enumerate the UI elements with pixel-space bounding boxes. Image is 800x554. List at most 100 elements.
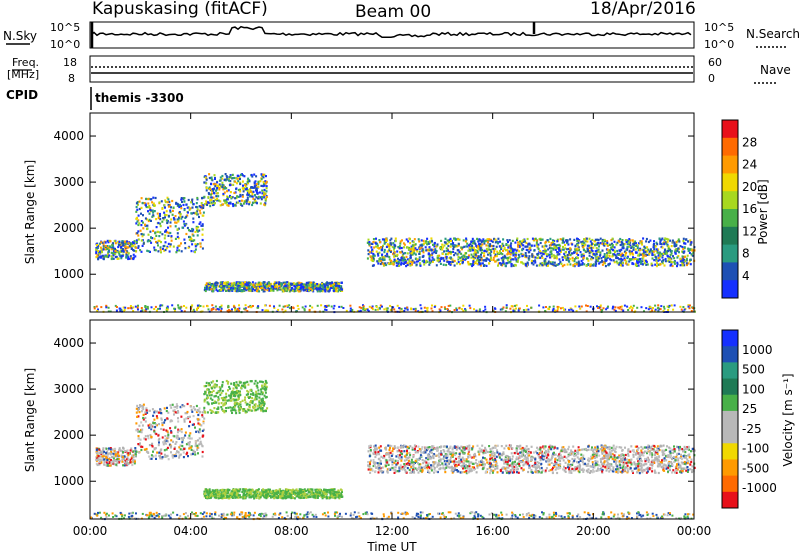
range-cell [645, 240, 648, 243]
range-cell [494, 241, 497, 244]
range-cell [378, 239, 381, 242]
range-cell [309, 287, 312, 290]
range-cell [163, 204, 166, 207]
range-cell [159, 225, 162, 228]
range-cell [626, 247, 629, 250]
range-cell [551, 263, 554, 266]
range-cell [388, 244, 391, 247]
range-cell [607, 251, 610, 254]
range-cell [553, 244, 556, 247]
range-cell [252, 190, 255, 193]
range-cell [409, 263, 412, 266]
range-cell [135, 222, 138, 225]
range-cell [323, 285, 326, 288]
range-cell [224, 199, 227, 202]
range-cell [554, 248, 557, 251]
range-cell [451, 242, 454, 245]
range-cell [479, 264, 482, 267]
range-cell [195, 445, 198, 448]
range-cell [571, 252, 574, 255]
range-cell [156, 230, 159, 233]
range-cell [364, 309, 366, 311]
range-cell [499, 308, 502, 311]
range-cell [102, 447, 105, 450]
range-cell [220, 304, 223, 307]
range-cell [386, 243, 389, 246]
range-cell [146, 227, 148, 231]
range-cell [681, 255, 684, 258]
range-cell [665, 250, 668, 253]
range-cell [331, 283, 334, 286]
range-cell [294, 285, 297, 289]
range-cell [620, 243, 623, 246]
range-cell [455, 245, 458, 248]
range-cell [246, 189, 249, 193]
range-cell [561, 248, 564, 251]
range-cell [558, 248, 560, 251]
range-cell [264, 304, 267, 307]
range-cell [400, 258, 403, 261]
range-cell [291, 286, 293, 289]
range-cell [151, 237, 154, 240]
range-cell [143, 437, 146, 440]
range-cell [177, 417, 179, 420]
range-cell [436, 257, 439, 260]
nsky-tick-top: 10^5 [50, 21, 80, 34]
range-cell [224, 284, 227, 287]
range-cell [490, 239, 493, 242]
range-cell [287, 288, 290, 291]
range-cell [454, 244, 457, 247]
range-cell [149, 250, 151, 253]
nave-tick-bottom: 0 [708, 72, 715, 85]
range-cell [166, 406, 168, 409]
range-cell [170, 419, 173, 422]
range-cell [261, 385, 264, 388]
range-cell [550, 252, 553, 255]
range-cell [548, 308, 551, 311]
velocity-data-layer [90, 379, 696, 521]
range-cell [428, 252, 431, 255]
range-cell [218, 386, 221, 389]
range-cell [160, 200, 163, 203]
range-cell [205, 182, 208, 185]
range-cell [212, 288, 215, 291]
range-cell [509, 260, 512, 263]
range-cell [247, 286, 250, 289]
range-cell [203, 400, 206, 403]
range-cell [488, 248, 490, 251]
range-cell [513, 248, 516, 251]
range-cell [138, 207, 141, 211]
range-cell [211, 398, 214, 401]
range-cell [128, 241, 131, 244]
range-cell [425, 240, 428, 243]
range-cell [494, 255, 496, 258]
range-cell [263, 385, 266, 388]
range-cell [594, 264, 597, 267]
range-cell [135, 455, 137, 458]
range-cell [597, 239, 600, 242]
range-cell [544, 257, 547, 261]
range-cell [132, 456, 135, 459]
range-cell [654, 263, 657, 266]
range-cell [138, 411, 141, 414]
range-cell [204, 175, 207, 178]
range-cell [140, 224, 143, 227]
range-cell [248, 404, 251, 407]
range-cell [443, 250, 446, 253]
range-cell [548, 256, 551, 259]
range-cell [552, 241, 555, 244]
range-cell [667, 306, 670, 309]
range-cell [170, 439, 173, 442]
range-cell [254, 200, 257, 203]
range-cell [424, 246, 427, 249]
range-cell [621, 246, 624, 249]
range-cell [585, 310, 588, 313]
range-cell [494, 238, 497, 241]
range-cell [196, 206, 199, 209]
range-cell [154, 305, 157, 308]
range-cell [431, 310, 434, 313]
range-cell [306, 286, 308, 289]
range-cell [633, 242, 636, 245]
range-cell [100, 461, 103, 464]
range-cell [142, 403, 145, 406]
